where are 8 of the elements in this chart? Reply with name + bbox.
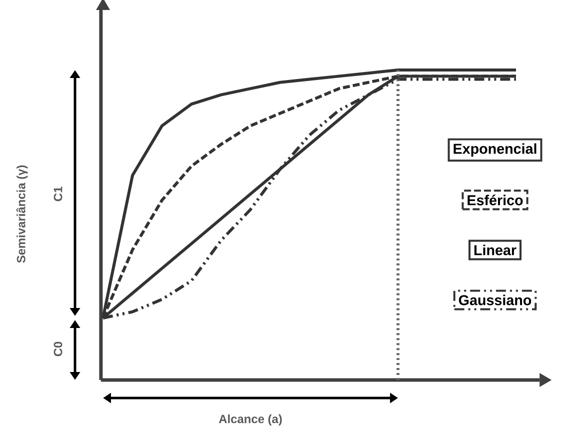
text: C0	[54, 342, 62, 356]
text: Exponencial	[454, 143, 536, 157]
text: Esférico	[468, 194, 523, 206]
text: Linear	[474, 244, 516, 256]
text: Semivariância (γ)	[16, 165, 28, 263]
text: C1	[54, 186, 62, 202]
text: Gaussiano	[458, 294, 532, 306]
text: Alcance (a)	[218, 414, 282, 426]
